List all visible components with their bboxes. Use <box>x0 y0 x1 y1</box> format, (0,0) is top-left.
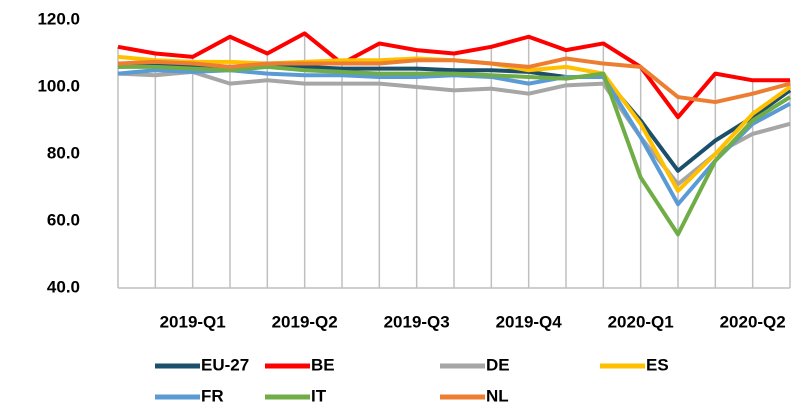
x-tick-label: 2020-Q2 <box>720 312 786 331</box>
series-line <box>117 69 791 187</box>
legend-label: ES <box>646 355 669 374</box>
x-tick-label: 2019-Q1 <box>160 312 226 331</box>
legend-label: EU-27 <box>201 355 249 374</box>
legend-label: DE <box>486 355 510 374</box>
legend-label: NL <box>486 386 509 405</box>
legend-label: IT <box>311 386 327 405</box>
x-tick-label: 2019-Q2 <box>272 312 338 331</box>
y-tick-label: 120.0 <box>37 9 80 28</box>
x-tick-label: 2020-Q1 <box>608 312 674 331</box>
x-tick-label: 2019-Q3 <box>384 312 450 331</box>
x-tick-label: 2019-Q4 <box>496 312 563 331</box>
y-tick-label: 60.0 <box>47 210 80 229</box>
legend-label: BE <box>311 355 335 374</box>
series-line <box>117 56 791 105</box>
y-tick-label: 40.0 <box>47 277 80 296</box>
series-line <box>117 31 790 120</box>
legend-label: FR <box>201 386 224 405</box>
y-tick-label: 80.0 <box>47 143 80 162</box>
y-tick-label: 100.0 <box>37 76 80 95</box>
series-line <box>118 64 792 237</box>
